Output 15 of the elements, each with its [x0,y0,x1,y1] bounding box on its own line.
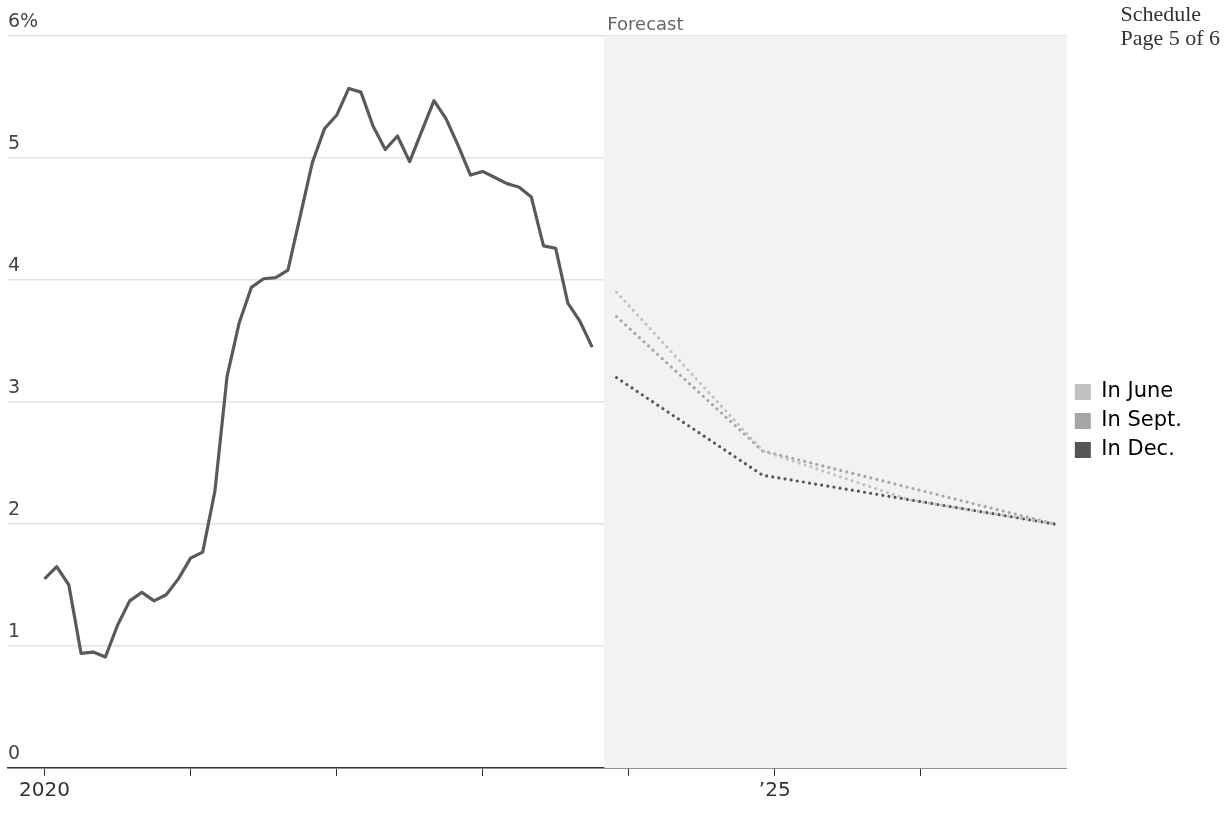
legend-label: In June [1101,378,1174,403]
y-tick-label: 2 [8,496,21,519]
legend-label: In Dec. [1101,436,1175,461]
y-tick-label: 4 [8,252,21,275]
y-tick-label: 5 [8,130,21,153]
text: Schedule [1120,1,1203,26]
y-tick-label: 3 [8,374,21,397]
legend-label: In Sept. [1101,407,1182,432]
text: Page 5 of 6 [1120,25,1220,50]
y-tick-label: 0 [8,740,21,763]
x-tick-label: 2020 [19,777,70,802]
band-label: Forecast [607,12,684,34]
y-tick-label: 6% [8,8,39,31]
x-tick-label: ’25 [758,777,791,802]
y-tick-label: 1 [8,618,21,641]
